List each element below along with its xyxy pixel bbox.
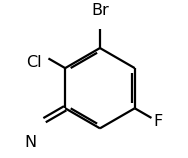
- Text: F: F: [153, 114, 163, 129]
- Text: Cl: Cl: [26, 55, 42, 70]
- Text: N: N: [24, 135, 36, 150]
- Text: Br: Br: [91, 3, 109, 18]
